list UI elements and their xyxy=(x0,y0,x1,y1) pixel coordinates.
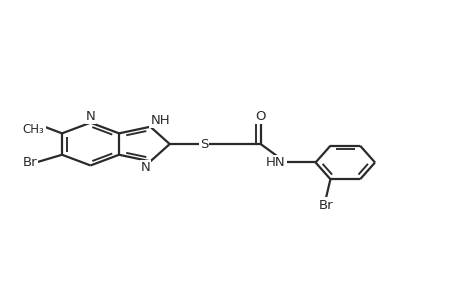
Text: N: N xyxy=(85,110,95,123)
Text: Br: Br xyxy=(318,199,332,212)
Text: Br: Br xyxy=(22,156,37,169)
Text: O: O xyxy=(255,110,265,123)
Text: HN: HN xyxy=(266,156,285,169)
Text: S: S xyxy=(199,138,208,151)
Text: N: N xyxy=(140,161,150,174)
Text: CH₃: CH₃ xyxy=(23,123,45,136)
Text: NH: NH xyxy=(150,114,170,127)
